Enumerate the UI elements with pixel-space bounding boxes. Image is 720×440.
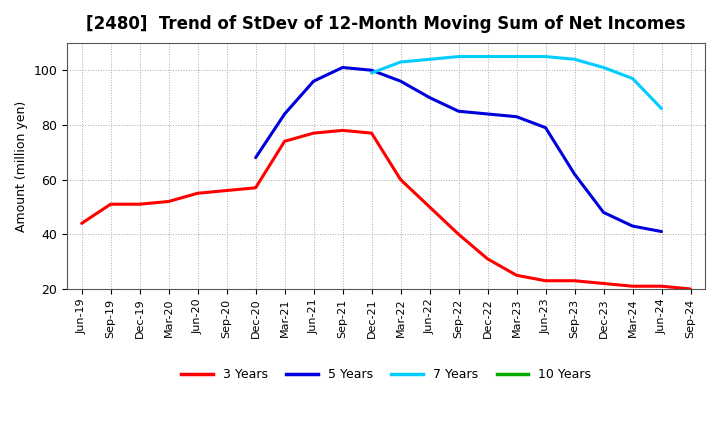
7 Years <box>426 57 434 62</box>
7 Years <box>396 59 405 65</box>
3 Years <box>483 256 492 261</box>
5 Years <box>657 229 666 234</box>
3 Years <box>628 283 636 289</box>
7 Years <box>570 57 579 62</box>
3 Years <box>338 128 347 133</box>
5 Years <box>599 210 608 215</box>
3 Years <box>686 286 695 292</box>
3 Years <box>310 131 318 136</box>
Legend: 3 Years, 5 Years, 7 Years, 10 Years: 3 Years, 5 Years, 7 Years, 10 Years <box>176 363 596 386</box>
5 Years <box>483 111 492 117</box>
3 Years <box>570 278 579 283</box>
5 Years <box>512 114 521 119</box>
5 Years <box>310 78 318 84</box>
7 Years <box>367 70 376 76</box>
5 Years <box>541 125 550 130</box>
3 Years <box>222 188 231 193</box>
7 Years <box>657 106 666 111</box>
3 Years <box>193 191 202 196</box>
3 Years <box>280 139 289 144</box>
3 Years <box>107 202 115 207</box>
5 Years <box>251 155 260 160</box>
7 Years <box>541 54 550 59</box>
5 Years <box>426 95 434 100</box>
7 Years <box>628 76 636 81</box>
3 Years <box>512 273 521 278</box>
Y-axis label: Amount (million yen): Amount (million yen) <box>15 100 28 231</box>
5 Years <box>396 78 405 84</box>
3 Years <box>251 185 260 191</box>
3 Years <box>454 231 463 237</box>
7 Years <box>483 54 492 59</box>
Line: 5 Years: 5 Years <box>256 67 662 231</box>
3 Years <box>367 131 376 136</box>
5 Years <box>454 109 463 114</box>
Line: 7 Years: 7 Years <box>372 57 662 109</box>
5 Years <box>628 224 636 229</box>
3 Years <box>135 202 144 207</box>
5 Years <box>338 65 347 70</box>
3 Years <box>599 281 608 286</box>
3 Years <box>426 204 434 209</box>
3 Years <box>541 278 550 283</box>
7 Years <box>454 54 463 59</box>
Line: 3 Years: 3 Years <box>81 130 690 289</box>
7 Years <box>599 65 608 70</box>
Title: [2480]  Trend of StDev of 12-Month Moving Sum of Net Incomes: [2480] Trend of StDev of 12-Month Moving… <box>86 15 686 33</box>
3 Years <box>396 177 405 182</box>
5 Years <box>367 68 376 73</box>
5 Years <box>280 111 289 117</box>
5 Years <box>570 172 579 177</box>
3 Years <box>164 199 173 204</box>
3 Years <box>77 221 86 226</box>
3 Years <box>657 283 666 289</box>
7 Years <box>512 54 521 59</box>
